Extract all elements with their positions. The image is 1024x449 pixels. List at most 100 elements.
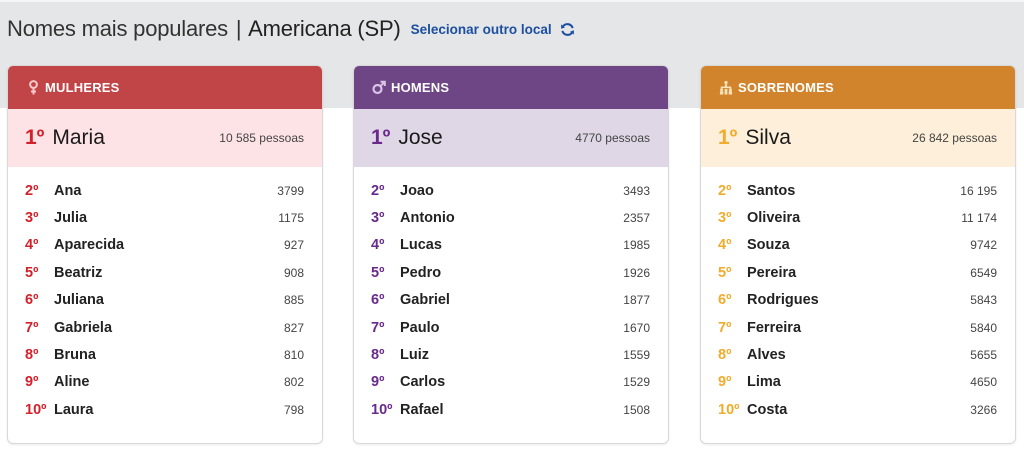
list-item: 5º Pedro 1926 <box>371 259 650 286</box>
item-count: 2357 <box>623 211 650 226</box>
item-count: 827 <box>283 320 304 335</box>
list-item: 4º Aparecida 927 <box>25 232 304 259</box>
top-count: 10 585 pessoas <box>219 131 304 145</box>
list-item: 7º Ferreira 5840 <box>718 314 997 341</box>
refresh-icon <box>560 22 574 36</box>
item-count: 810 <box>283 348 304 363</box>
list-item: 4º Souza 9742 <box>718 232 997 259</box>
item-count: 1559 <box>623 348 650 363</box>
item-name: Carlos <box>400 374 446 391</box>
item-count: 5843 <box>970 293 997 308</box>
item-name: Beatriz <box>54 264 103 281</box>
rank-number: 9º <box>718 374 732 391</box>
rank-number: 7º <box>371 319 385 336</box>
item-name: Laura <box>54 401 94 418</box>
card-header-women: MULHERES <box>8 66 322 109</box>
item-name: Oliveira <box>747 210 801 227</box>
rank-number: 3º <box>371 210 385 227</box>
list-item: 10º Laura 798 <box>25 396 304 423</box>
list-item: 2º Joao 3493 <box>371 177 650 204</box>
item-count: 908 <box>283 265 304 280</box>
top-ranked-item: 1º Maria 10 585 pessoas <box>8 109 322 167</box>
item-name: Pereira <box>747 264 797 281</box>
item-name: Souza <box>747 237 790 254</box>
list-item: 9º Lima 4650 <box>718 369 997 396</box>
item-count: 1529 <box>623 375 650 390</box>
list-item: 3º Julia 1175 <box>25 204 304 231</box>
list-item: 9º Carlos 1529 <box>371 369 650 396</box>
item-name: Joao <box>400 182 434 199</box>
list-item: 3º Oliveira 11 174 <box>718 204 997 231</box>
item-name: Santos <box>747 182 796 199</box>
list-item: 8º Luiz 1559 <box>371 341 650 368</box>
list-item: 9º Aline 802 <box>25 369 304 396</box>
ranking-list: 2º Ana 3799 3º Julia 1175 4º Aparecida 927 5º B… <box>8 167 322 424</box>
item-count: 1175 <box>278 211 304 226</box>
item-count: 11 174 <box>961 211 997 226</box>
item-count: 1926 <box>623 265 650 280</box>
item-name: Juliana <box>54 292 104 309</box>
rank-number: 5º <box>371 264 385 281</box>
item-count: 6549 <box>970 265 997 280</box>
item-name: Luiz <box>400 347 429 364</box>
item-count: 927 <box>283 238 304 253</box>
rank-number: 9º <box>25 374 39 391</box>
rank-number: 1º <box>371 126 391 149</box>
rank-number: 8º <box>718 347 732 364</box>
top-name: Maria <box>52 126 105 149</box>
item-count: 885 <box>283 293 304 308</box>
rank-number: 4º <box>25 237 39 254</box>
rank-number: 6º <box>371 292 385 309</box>
top-count: 26 842 pessoas <box>912 131 997 145</box>
rank-number: 6º <box>718 292 732 309</box>
card-header-men: HOMENS <box>354 66 668 109</box>
item-name: Aline <box>54 374 90 391</box>
list-item: 5º Pereira 6549 <box>718 259 997 286</box>
card-title: SOBRENOMES <box>738 80 834 95</box>
top-count: 4770 pessoas <box>575 131 650 145</box>
list-item: 2º Ana 3799 <box>25 177 304 204</box>
top-name: Silva <box>745 126 791 149</box>
list-item: 5º Beatriz 908 <box>25 259 304 286</box>
item-count: 1985 <box>623 238 650 253</box>
rank-number: 5º <box>25 264 39 281</box>
item-name: Lima <box>747 374 781 391</box>
list-item: 10º Costa 3266 <box>718 396 997 423</box>
card-surnames: SOBRENOMES 1º Silva 26 842 pessoas 2º San… <box>700 65 1016 444</box>
title-separator: | <box>235 16 242 41</box>
list-item: 6º Juliana 885 <box>25 287 304 314</box>
rank-number: 5º <box>718 264 732 281</box>
item-name: Pedro <box>400 264 442 281</box>
item-name: Paulo <box>400 319 440 336</box>
rank-number: 1º <box>718 126 738 149</box>
list-item: 8º Bruna 810 <box>25 341 304 368</box>
page-header: Nomes mais populares | Americana (SP) Se… <box>7 12 575 46</box>
item-name: Ferreira <box>747 319 802 336</box>
family-tree-icon <box>719 80 733 96</box>
item-count: 798 <box>283 402 304 417</box>
rank-number: 2º <box>25 182 39 199</box>
item-name: Bruna <box>54 347 96 364</box>
rank-number: 4º <box>718 237 732 254</box>
list-item: 7º Paulo 1670 <box>371 314 650 341</box>
location-name: Americana (SP) <box>248 16 401 41</box>
top-name: Jose <box>398 126 443 149</box>
card-title: MULHERES <box>45 80 120 95</box>
change-location-label: Selecionar outro local <box>410 21 552 37</box>
card-women: MULHERES 1º Maria 10 585 pessoas 2º Ana 37… <box>7 65 323 444</box>
item-name: Alves <box>747 347 786 364</box>
rank-number: 8º <box>25 347 39 364</box>
rank-number: 2º <box>371 182 385 199</box>
item-name: Ana <box>54 182 82 199</box>
card-header-surnames: SOBRENOMES <box>701 66 1015 109</box>
item-count: 1508 <box>623 402 650 417</box>
item-name: Gabriela <box>54 319 113 336</box>
change-location-link[interactable]: Selecionar outro local <box>411 22 575 37</box>
rank-number: 7º <box>25 319 39 336</box>
rank-number: 9º <box>371 374 385 391</box>
ranking-list: 2º Santos 16 195 3º Oliveira 11 174 4º Souza 9… <box>701 167 1015 424</box>
list-item: 3º Antonio 2357 <box>371 204 650 231</box>
rank-number: 7º <box>718 319 732 336</box>
card-title: HOMENS <box>391 80 450 95</box>
top-ranked-item: 1º Silva 26 842 pessoas <box>701 109 1015 167</box>
